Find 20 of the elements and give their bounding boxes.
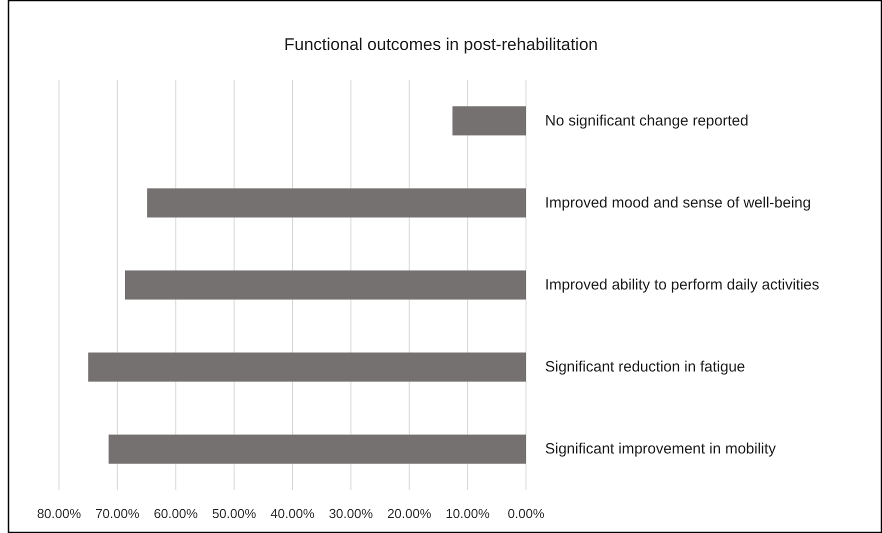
y-tick-label: Significant improvement in mobility [545,440,776,458]
bar [147,188,526,218]
x-tick-label: 10.00% [446,506,490,521]
y-tick-label: Significant reduction in fatigue [545,358,746,376]
x-tick-label: 40.00% [270,506,315,521]
bar [108,434,526,464]
x-tick-label: 60.00% [154,506,198,521]
y-tick-label: Improved mood and sense of well-being [545,194,811,212]
chart-title: Functional outcomes in post-rehabilitation [284,35,598,54]
y-tick-label: Improved ability to perform daily activities [545,276,820,294]
x-tick-label: 20.00% [387,506,432,521]
bar [452,106,526,136]
x-tick-label: 80.00% [36,506,82,521]
x-tick-label: 70.00% [95,506,140,521]
bar [124,270,526,300]
x-tick-label: 50.00% [212,506,257,521]
x-tick-label: 0.00% [508,506,545,521]
x-tick-label: 30.00% [328,506,374,521]
y-tick-label: No significant change reported [545,112,748,130]
bar [88,352,526,382]
